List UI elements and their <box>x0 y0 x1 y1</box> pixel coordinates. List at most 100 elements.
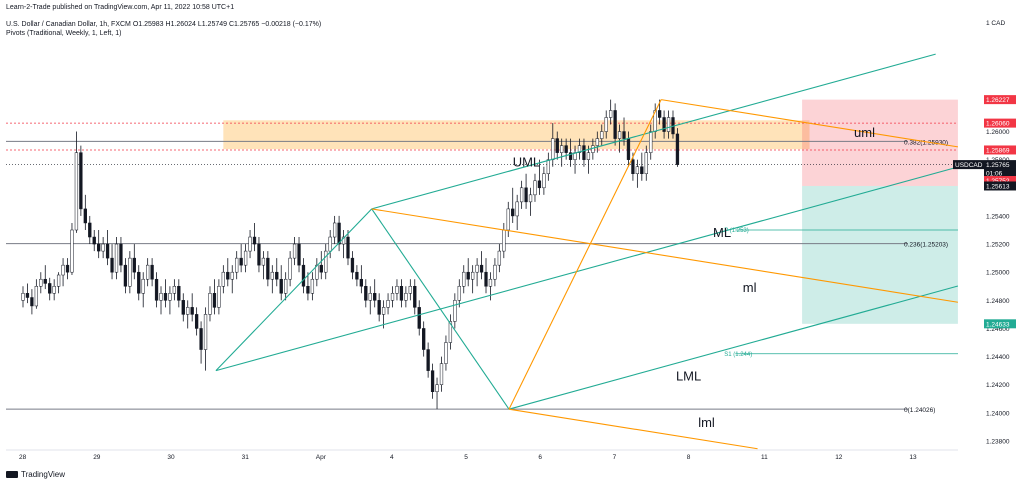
candle-body <box>404 293 408 301</box>
candle-body <box>257 243 261 266</box>
price-tick-label: 1.25000 <box>986 270 1010 277</box>
candle-body <box>355 271 359 280</box>
candle-body <box>582 145 586 160</box>
symbol-tag-label: USDCAD <box>955 162 983 169</box>
candle-body <box>248 236 252 252</box>
candle-body <box>203 314 208 350</box>
candle-body <box>43 278 47 284</box>
fib-level-label: 0.382(1.25930) <box>904 139 948 146</box>
take-profit-zone <box>802 185 958 324</box>
candle-body <box>332 222 337 238</box>
candle-body <box>252 236 257 245</box>
candle-body <box>177 286 181 301</box>
candle-body <box>270 271 274 280</box>
pitchfork-handle <box>371 208 510 410</box>
candle-body <box>635 166 640 174</box>
price-tick-label: 1.25400 <box>986 213 1010 220</box>
price-tag-bg <box>984 168 1016 178</box>
time-tick-label: 11 <box>761 454 768 461</box>
candle-body <box>230 271 234 280</box>
candle-body <box>341 236 346 245</box>
candle-body <box>617 131 622 139</box>
candle-body <box>324 250 328 273</box>
candle-body <box>21 293 25 301</box>
candle-body <box>475 264 479 273</box>
candle-body <box>154 278 159 301</box>
candle-body <box>146 264 150 280</box>
candle-body <box>551 138 555 160</box>
candle-body <box>346 236 350 259</box>
candle-body <box>390 293 395 301</box>
price-tag-bg <box>984 118 1016 128</box>
candle-body <box>279 278 283 294</box>
tradingview-brand[interactable]: TradingView <box>6 470 65 479</box>
candle-body <box>88 222 92 238</box>
candle-body <box>306 286 310 294</box>
candle-body <box>484 271 488 287</box>
candle-body <box>448 321 453 343</box>
time-tick-label: 4 <box>390 454 394 461</box>
candle-body <box>101 243 105 252</box>
candle-body <box>292 243 297 259</box>
publisher-line: Learn-2-Trade published on TradingView.c… <box>6 4 235 11</box>
pitchfork-lower-line <box>508 285 959 410</box>
supply-zone <box>223 120 810 150</box>
candle-body <box>439 363 444 385</box>
pitchfork-handle <box>215 208 373 372</box>
candle-body <box>364 286 368 301</box>
orange-upper-line <box>661 99 959 148</box>
candle-body <box>502 229 506 252</box>
candle-body <box>328 236 332 252</box>
candle-body <box>479 264 484 273</box>
candle-body <box>493 264 497 280</box>
time-tick-label: 6 <box>538 454 542 461</box>
candle-body <box>105 243 110 259</box>
candle-body <box>70 229 74 273</box>
candle-body <box>373 293 377 301</box>
price-tick-label: 1.24600 <box>986 326 1010 333</box>
candle-body <box>110 257 114 273</box>
time-tick-label: 30 <box>167 454 175 461</box>
candle-body <box>435 384 439 392</box>
candle-body <box>466 271 470 280</box>
price-tag-bg <box>984 145 1016 155</box>
tradingview-logo-icon <box>6 471 18 478</box>
price-tag-bg <box>984 95 1016 105</box>
candle-body <box>226 271 230 280</box>
candle-body <box>386 300 390 308</box>
candle-body <box>261 257 266 266</box>
price-tick-label: 1.24800 <box>986 298 1010 305</box>
candle-body <box>399 286 404 301</box>
candle-body <box>48 283 52 294</box>
candle-body <box>123 264 128 287</box>
candle-body <box>462 271 466 287</box>
candle-body <box>595 138 599 146</box>
price-axis <box>958 0 1024 485</box>
time-tick-label: 8 <box>687 454 691 461</box>
candle-body <box>649 131 653 153</box>
candle-body <box>141 278 145 294</box>
orange-lower-line <box>508 408 758 450</box>
price-tick-label: 1.26000 <box>986 129 1010 136</box>
candle-body <box>181 300 185 315</box>
pitchfork-label: UML <box>513 155 540 170</box>
time-tick-label: 7 <box>613 454 617 461</box>
pitchfork-label: ML <box>713 225 731 240</box>
candle-body <box>546 159 550 174</box>
price-tag-label: 01:06 <box>986 171 1003 178</box>
price-tag-label: 1.26227 <box>986 97 1010 104</box>
candle-body <box>190 307 194 315</box>
candle-body <box>577 145 582 153</box>
candle-body <box>239 257 243 266</box>
time-tick-label: Apr <box>316 454 327 461</box>
candle-body <box>128 257 132 287</box>
candle-body <box>217 286 221 308</box>
price-tag-bg <box>984 319 1016 329</box>
candle-body <box>417 307 421 329</box>
candle-body <box>65 264 70 273</box>
candle-body <box>243 250 248 266</box>
candle-body <box>511 208 515 217</box>
candle-body <box>30 297 34 307</box>
